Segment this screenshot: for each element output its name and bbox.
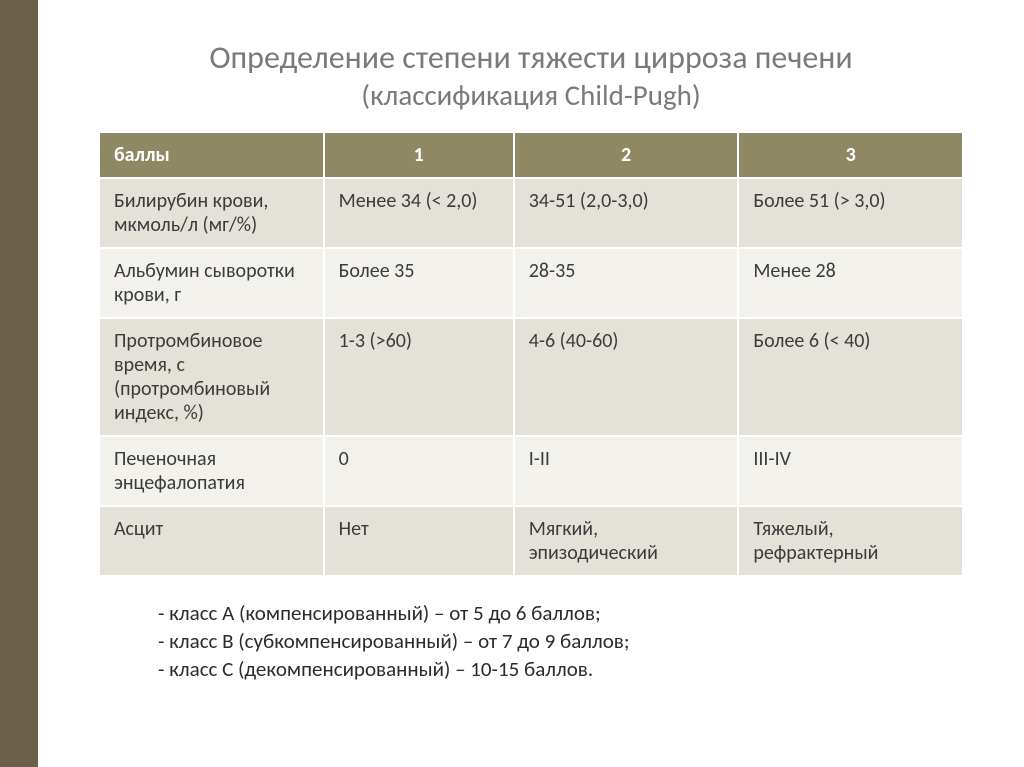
cell: 28-35 — [514, 248, 739, 318]
table-row: Альбумин сыворотки крови, г Более 35 28-… — [99, 248, 963, 318]
slide-title: Определение степени тяжести цирроза пече… — [98, 40, 964, 77]
table-row: Билирубин крови, мкмоль/л (мг/%) Менее 3… — [99, 178, 963, 248]
cell: Более 35 — [324, 248, 514, 318]
cell: 1-3 (>60) — [324, 318, 514, 436]
note-line: - класс С (декомпенсированный) – 10-15 б… — [158, 655, 964, 683]
cell: Более 51 (> 3,0) — [738, 178, 963, 248]
cell: Менее 28 — [738, 248, 963, 318]
note-line: - класс А (компенсированный) – от 5 до 6… — [158, 599, 964, 627]
col-header-label: баллы — [99, 132, 324, 178]
row-label: Альбумин сыворотки крови, г — [99, 248, 324, 318]
table-row: Печеночная энцефалопатия 0 I-II III-IV — [99, 436, 963, 506]
col-header-1: 1 — [324, 132, 514, 178]
col-header-2: 2 — [514, 132, 739, 178]
cell: Мягкий, эпизодический — [514, 506, 739, 576]
row-label: Протромбиновое время, с (протромбиновый … — [99, 318, 324, 436]
cell: Нет — [324, 506, 514, 576]
col-header-3: 3 — [738, 132, 963, 178]
cell: III-IV — [738, 436, 963, 506]
note-line: - класс В (субкомпенсированный) – от 7 д… — [158, 627, 964, 655]
class-notes: - класс А (компенсированный) – от 5 до 6… — [158, 599, 964, 684]
row-label: Печеночная энцефалопатия — [99, 436, 324, 506]
cell: Тяжелый, рефрактерный — [738, 506, 963, 576]
slide: Определение степени тяжести цирроза пече… — [0, 0, 1024, 767]
cell: Менее 34 (< 2,0) — [324, 178, 514, 248]
row-label: Асцит — [99, 506, 324, 576]
cell: Более 6 (< 40) — [738, 318, 963, 436]
table-row: Протромбиновое время, с (протромбиновый … — [99, 318, 963, 436]
slide-subtitle: (классификация Child-Pugh) — [98, 77, 964, 113]
cell: 0 — [324, 436, 514, 506]
table-row: Асцит Нет Мягкий, эпизодический Тяжелый,… — [99, 506, 963, 576]
title-block: Определение степени тяжести цирроза пече… — [98, 40, 964, 113]
cell: I-II — [514, 436, 739, 506]
table-header-row: баллы 1 2 3 — [99, 132, 963, 178]
child-pugh-table: баллы 1 2 3 Билирубин крови, мкмоль/л (м… — [98, 131, 964, 577]
cell: 34-51 (2,0-3,0) — [514, 178, 739, 248]
row-label: Билирубин крови, мкмоль/л (мг/%) — [99, 178, 324, 248]
cell: 4-6 (40-60) — [514, 318, 739, 436]
